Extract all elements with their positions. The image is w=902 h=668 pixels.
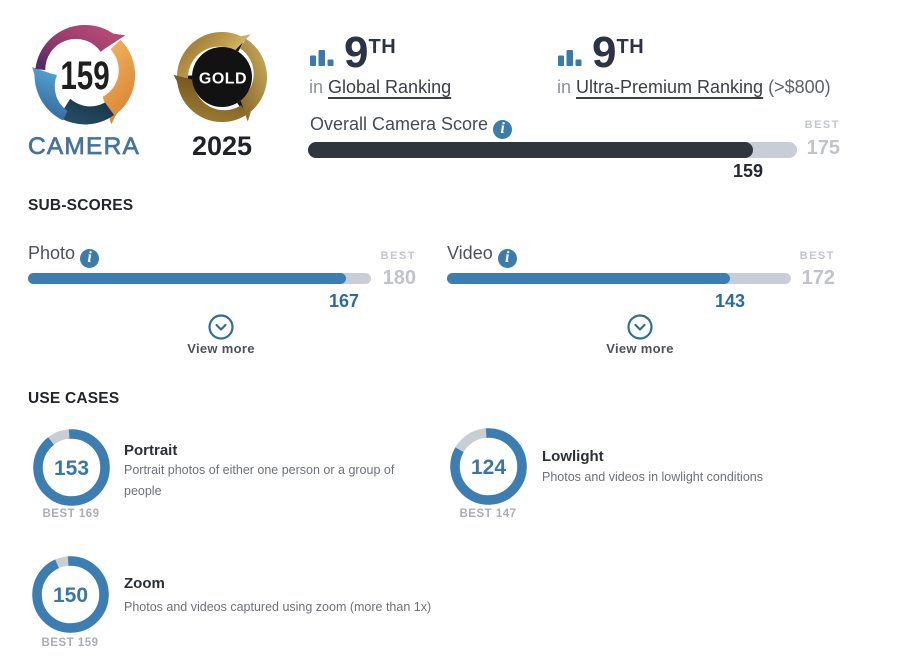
svg-text:150: 150 xyxy=(53,584,88,607)
svg-text:124: 124 xyxy=(471,456,506,479)
svg-text:GOLD: GOLD xyxy=(199,71,247,88)
svg-text:159: 159 xyxy=(60,54,109,98)
svg-text:153: 153 xyxy=(54,457,89,480)
